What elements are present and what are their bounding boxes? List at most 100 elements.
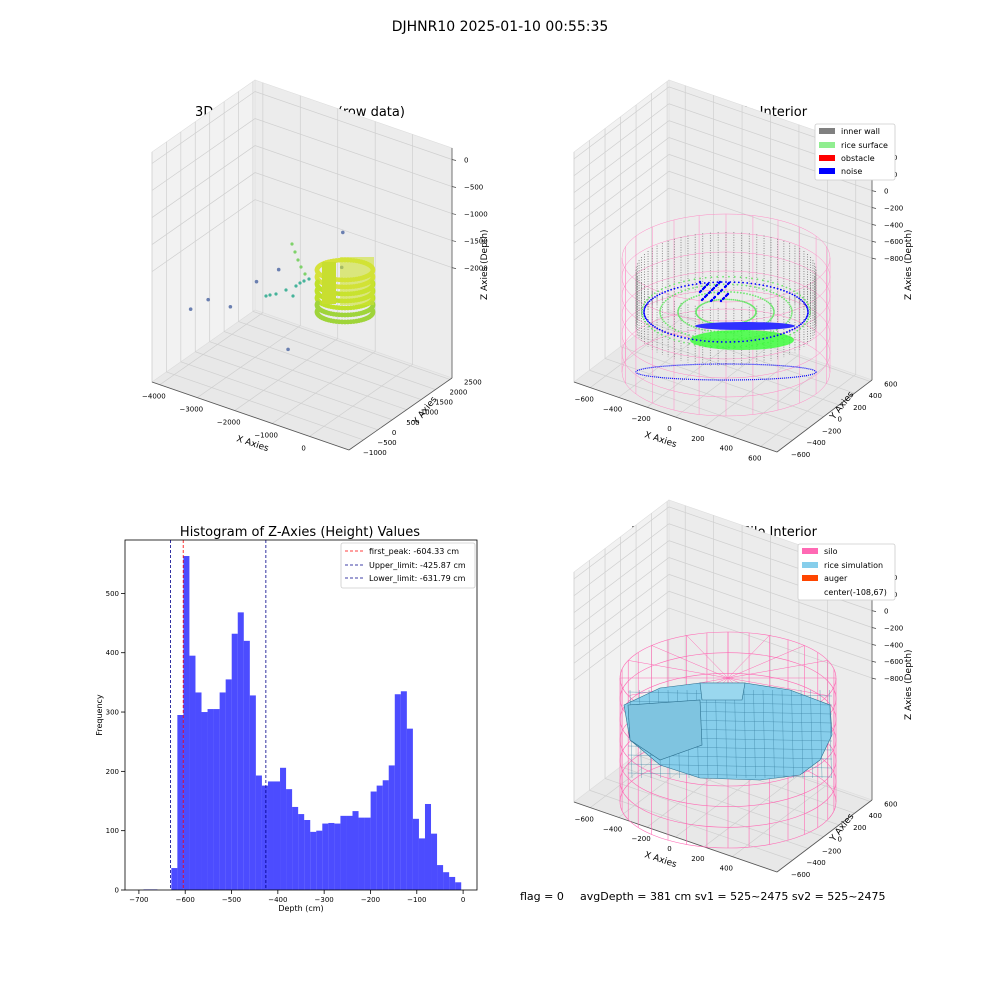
cls-noise-point (726, 282, 730, 286)
histogram-ytick-label: 0 (115, 887, 119, 895)
raw-ztick-label: −1500 (464, 238, 488, 246)
cls-rice-surface-point (731, 283, 734, 286)
sim-rice-mesh (781, 689, 785, 779)
raw-trail-point (290, 242, 294, 246)
cls-ytick-label: −200 (822, 427, 841, 435)
cls-noise-point (650, 323, 652, 326)
cls-rice-surface-point (702, 303, 704, 305)
cls-rice-surface-point (781, 296, 783, 299)
legend-label-rice-simulation: rice simulation (824, 561, 883, 570)
cls-rice-surface-point (789, 333, 792, 336)
cls-noise-point (750, 339, 753, 342)
histogram-bar (219, 692, 226, 890)
cls-rice-surface-point (653, 329, 656, 332)
cls-rice-surface-point (666, 324, 669, 326)
cls-noise-point (746, 282, 749, 284)
raw-trail-point (268, 293, 272, 297)
cls-noise-point (754, 283, 757, 285)
histogram-bar (322, 823, 329, 890)
cls-rice-surface-point (710, 330, 713, 333)
cls-noise-point (658, 328, 661, 331)
cls-rice-surface-point (736, 299, 739, 302)
cls-noise-point (716, 292, 720, 296)
histogram-frame (124, 539, 478, 891)
cls-rice-surface-point (661, 318, 664, 321)
cls-rice-surface-point (769, 290, 772, 293)
cls-rice-surface-point (715, 299, 718, 301)
cls-rice-surface-point (699, 277, 701, 280)
sim-silo-lid (651, 645, 729, 679)
raw-outlier-point (188, 307, 193, 311)
cls-rice-surface-point (650, 327, 653, 330)
sim-grid-z (573, 557, 873, 630)
cls-ytick-label: 200 (853, 404, 866, 412)
sim-ztick-label: −400 (884, 641, 903, 649)
cls-rice-surface-point (785, 299, 788, 302)
cls-xtick-label: 200 (691, 435, 704, 443)
cls-rice-surface-point (674, 328, 677, 331)
cls-rice-surface-point (732, 298, 735, 301)
simulation-xlabel: X Axies (643, 850, 678, 870)
cls-rice-surface-point (660, 316, 663, 319)
cls-rice-surface-point (684, 321, 687, 324)
cls-rice-surface-point (808, 313, 811, 316)
cls-rice-surface-point (799, 327, 802, 330)
raw-ytick-label: −500 (377, 439, 396, 447)
cls-rice-surface-point (673, 283, 676, 286)
cls-rice-surface-point (673, 338, 676, 341)
cls-noise-point (791, 293, 794, 296)
histogram-bar (177, 715, 184, 890)
cls-noise-point (643, 314, 646, 317)
histogram-bar (298, 814, 305, 890)
cls-rice-surface-point (705, 301, 707, 304)
cls-rice-surface-point (677, 311, 679, 313)
cls-noise-point (793, 294, 796, 297)
cls-rice-surface-point (736, 283, 739, 286)
sim-xtick-label: −400 (603, 825, 622, 833)
histogram-ytick-label: 200 (106, 768, 119, 776)
cls-xtick-label: 600 (748, 454, 761, 462)
cls-grid-y (620, 346, 824, 418)
sim-ztick-label: 0 (884, 608, 888, 616)
cls-rice-surface-point (693, 278, 696, 281)
cls-rice-surface-point (761, 279, 764, 282)
cls-noise-point (647, 320, 649, 323)
cls-noise-point (680, 336, 683, 339)
histogram-bar (443, 872, 450, 890)
cls-rice-surface-point (709, 284, 711, 287)
cls-rice-surface-point (642, 303, 645, 306)
cls-noise-point (766, 337, 768, 339)
cls-yaxis-line (776, 379, 873, 453)
cls-rice-surface-point (783, 298, 786, 300)
cls-rice-surface-point (695, 295, 698, 298)
cls-noise-point (698, 280, 702, 284)
cls-rice-surface-point (659, 314, 662, 317)
raw-ztick (451, 267, 457, 269)
cls-rice-surface-point (684, 300, 687, 303)
legend-label-lower-limit: Lower_limit: -631.79 cm (369, 574, 466, 583)
cls-rice-surface-point (669, 296, 671, 299)
legend-label-inner-wall: inner wall (841, 127, 880, 136)
raw-outlier-point (286, 347, 290, 352)
sim-rice-mesh (627, 700, 833, 706)
cls-noise-point (703, 295, 707, 299)
cls-noise-point (707, 291, 711, 295)
cls-noise-point (670, 333, 673, 336)
cls-rice-surface-point (789, 305, 792, 308)
classify-xlabel: X Axies (643, 430, 678, 450)
sim-ztick (871, 610, 877, 612)
cls-rice-surface-point (767, 301, 770, 304)
classify-panel: 3D classify of Silo Interior −600−400−20… (573, 79, 914, 462)
legend-swatch-inner-wall (819, 128, 835, 134)
raw-trail-point (307, 277, 311, 281)
histogram-bar (328, 822, 335, 890)
cls-rice-surface-point (663, 320, 665, 323)
cls-rice-surface-point (763, 299, 766, 302)
sim-grid-z (573, 573, 873, 647)
cls-ztick (871, 257, 877, 260)
cls-noise-point (801, 300, 804, 303)
raw-ring-point (370, 308, 376, 314)
raw-grid-z (151, 91, 453, 164)
cls-rice-surface-point (790, 307, 793, 310)
raw-grid-y (195, 351, 393, 421)
